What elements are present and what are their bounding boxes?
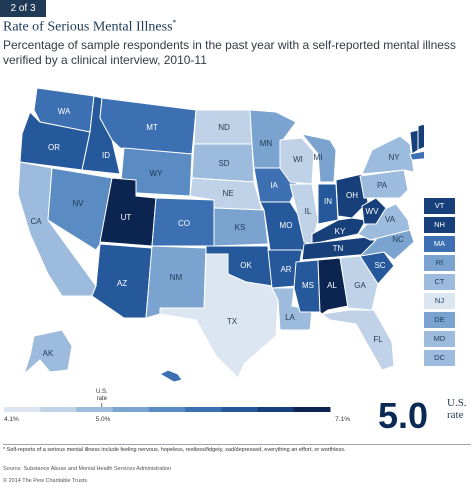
source-note: Source: Substance Abuse and Mental Healt… bbox=[3, 466, 172, 472]
legend-item-md[interactable]: MD bbox=[424, 331, 455, 347]
scale-step-6 bbox=[185, 407, 222, 412]
label-ne: NE bbox=[222, 189, 233, 198]
label-nm: NM bbox=[170, 273, 183, 282]
label-va: VA bbox=[385, 215, 396, 224]
label-mi: MI bbox=[314, 153, 323, 162]
label-sc: SC bbox=[374, 261, 385, 270]
scale-step-8 bbox=[257, 407, 295, 412]
footer-divider bbox=[3, 444, 471, 445]
legend-item-dc[interactable]: DC bbox=[424, 350, 455, 366]
label-ky: KY bbox=[335, 227, 346, 236]
scale-step-1 bbox=[4, 407, 41, 412]
legend-item-vt[interactable]: VT bbox=[424, 198, 455, 214]
label-nv: NV bbox=[72, 199, 84, 208]
state-nh[interactable] bbox=[417, 123, 424, 151]
label-ar: AR bbox=[280, 265, 291, 274]
legend-item-ri[interactable]: RI bbox=[424, 255, 455, 271]
state-ak[interactable] bbox=[22, 329, 73, 376]
scale-step-7 bbox=[221, 407, 259, 412]
us-rate-unit: U.S. rate bbox=[447, 397, 467, 421]
label-wi: WI bbox=[293, 155, 303, 164]
state-nc[interactable] bbox=[358, 229, 415, 261]
legend-item-de[interactable]: DE bbox=[424, 312, 455, 328]
label-wv: WV bbox=[366, 207, 380, 216]
scale-mid-label: 5.0% bbox=[96, 416, 111, 423]
page-indicator: 2 of 3 bbox=[0, 0, 46, 17]
label-ny: NY bbox=[388, 153, 400, 162]
label-az: AZ bbox=[117, 279, 127, 288]
label-in: IN bbox=[324, 197, 332, 206]
scale-step-5 bbox=[148, 407, 186, 412]
label-al: AL bbox=[327, 281, 337, 290]
legend-item-nj[interactable]: NJ bbox=[424, 293, 455, 309]
northeast-states-legend: VT NH MA RI CT NJ DE MD DC bbox=[424, 198, 455, 369]
state-oh[interactable] bbox=[335, 173, 369, 219]
scale-max-label: 7.1% bbox=[335, 416, 350, 423]
label-ut: UT bbox=[121, 213, 132, 222]
state-hi[interactable] bbox=[158, 369, 183, 383]
us-choropleth-map: WA OR CA ID NV MT WY UT AZ CO NM ND SD N… bbox=[17, 87, 424, 383]
label-ia: IA bbox=[270, 181, 278, 190]
legend-item-nh[interactable]: NH bbox=[424, 217, 455, 233]
label-mn: MN bbox=[260, 139, 273, 148]
label-oh: OH bbox=[346, 191, 358, 200]
state-nv[interactable] bbox=[47, 167, 113, 251]
label-nc: NC bbox=[392, 235, 404, 244]
state-tx[interactable] bbox=[159, 253, 279, 379]
state-fl[interactable] bbox=[320, 309, 395, 371]
scale-min-label: 4.1% bbox=[4, 416, 19, 423]
label-ms: MS bbox=[302, 281, 314, 290]
state-ma[interactable] bbox=[409, 150, 424, 161]
label-tn: TN bbox=[333, 244, 344, 253]
label-la: LA bbox=[285, 313, 295, 322]
label-id: ID bbox=[102, 151, 110, 160]
scale-gradient-bar bbox=[4, 407, 331, 412]
label-wa: WA bbox=[58, 107, 71, 116]
scale-us-label: U.S. bbox=[96, 389, 108, 395]
state-la[interactable] bbox=[271, 287, 313, 331]
label-fl: FL bbox=[373, 335, 383, 344]
state-vt[interactable] bbox=[409, 129, 419, 155]
label-co: CO bbox=[178, 219, 190, 228]
color-scale: U.S. rate 4.1% 5.0% 7.1% bbox=[4, 389, 350, 423]
label-wy: WY bbox=[150, 169, 164, 178]
state-wv[interactable] bbox=[361, 197, 387, 225]
label-mt: MT bbox=[146, 123, 158, 132]
label-pa: PA bbox=[377, 181, 388, 190]
label-tx: TX bbox=[227, 317, 238, 326]
page-title: Rate of Serious Mental Illness* bbox=[3, 18, 177, 35]
label-ca: CA bbox=[30, 217, 42, 226]
legend-item-ma[interactable]: MA bbox=[424, 236, 455, 252]
scale-step-9 bbox=[293, 407, 331, 412]
label-nd: ND bbox=[218, 123, 230, 132]
state-ks[interactable] bbox=[213, 207, 269, 247]
scale-step-3 bbox=[76, 407, 114, 412]
label-or: OR bbox=[48, 143, 60, 152]
label-sd: SD bbox=[218, 159, 229, 168]
label-ga: GA bbox=[354, 281, 366, 290]
copyright: © 2014 The Pew Charitable Trusts bbox=[3, 478, 88, 484]
us-rate-value: 5.0 bbox=[378, 395, 429, 436]
footnote: * Self-reports of a serious mental illne… bbox=[3, 447, 346, 453]
state-ms[interactable] bbox=[293, 259, 321, 313]
label-mo: MO bbox=[280, 221, 293, 230]
legend-item-ct[interactable]: CT bbox=[424, 274, 455, 290]
label-ok: OK bbox=[240, 261, 252, 270]
state-ny[interactable] bbox=[361, 135, 415, 175]
page-subtitle: Percentage of sample respondents in the … bbox=[3, 38, 456, 67]
scale-rate-label: rate bbox=[97, 396, 108, 402]
label-il: IL bbox=[305, 207, 312, 216]
scale-step-4 bbox=[112, 407, 150, 412]
scale-step-2 bbox=[40, 407, 77, 412]
state-mi[interactable] bbox=[300, 133, 337, 183]
label-ak: AK bbox=[43, 349, 54, 358]
state-nm[interactable] bbox=[145, 245, 207, 319]
label-ks: KS bbox=[235, 223, 246, 232]
